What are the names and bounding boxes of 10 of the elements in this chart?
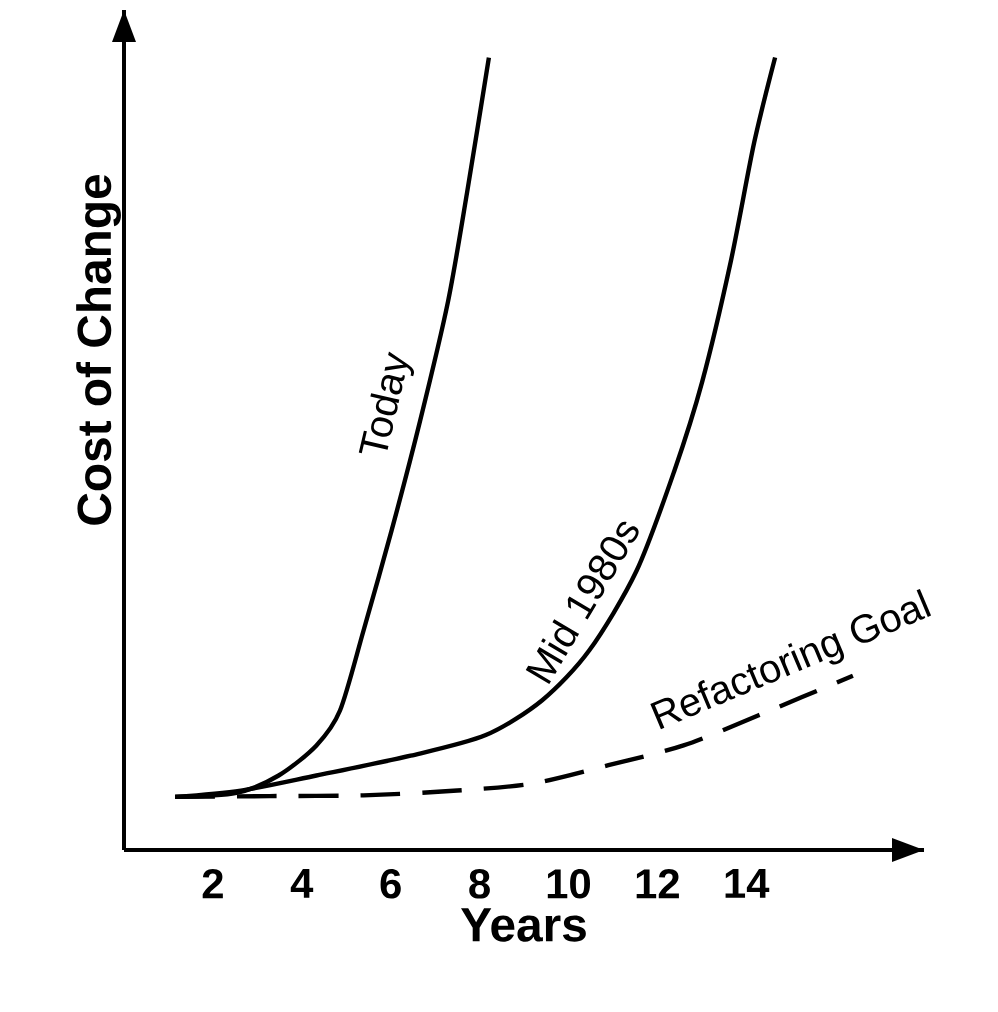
x-tick-label: 10	[547, 868, 590, 899]
y-axis-title: Cost of Change	[76, 174, 121, 525]
x-tick-label: 12	[636, 868, 679, 899]
x-tick-label: 4	[290, 869, 314, 898]
x-tick-label: 6	[380, 868, 401, 899]
x-tick-label: 8	[469, 868, 490, 899]
x-axis-title: Years	[460, 908, 586, 942]
text: Today	[358, 351, 415, 454]
x-tick-label: 2	[202, 868, 223, 899]
x-tick-label: 14	[725, 869, 770, 898]
